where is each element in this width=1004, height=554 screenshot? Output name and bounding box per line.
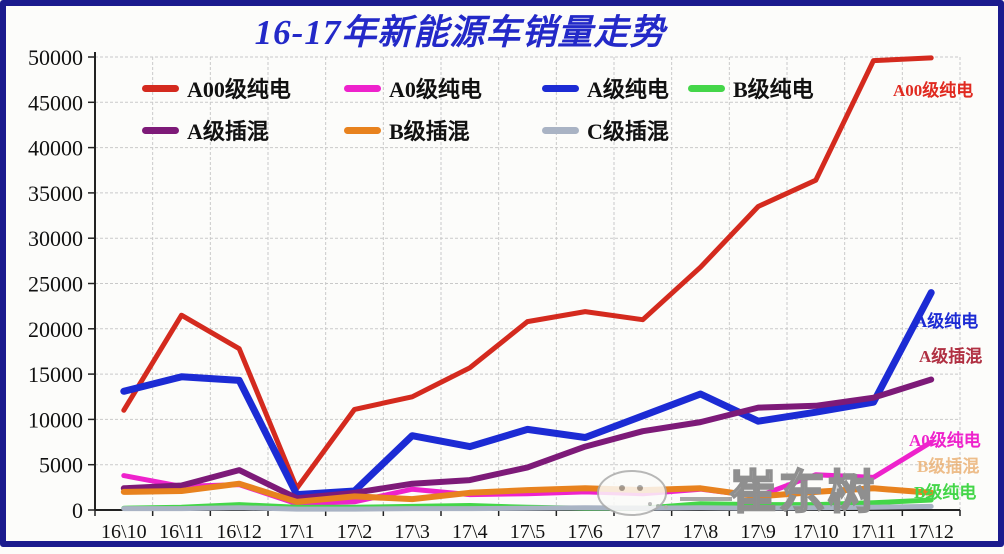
- y-tick-label: 20000: [28, 317, 83, 342]
- legend-swatch-c-phev: [542, 126, 579, 134]
- legend-swatch-a00-ev: [142, 84, 179, 92]
- legend-label-b-ev: B级纯电: [733, 77, 814, 102]
- legend-label-a0-ev: A0级纯电: [389, 77, 482, 102]
- x-tick-label: 17\1: [279, 521, 315, 543]
- legend-swatch-b-ev: [688, 84, 725, 92]
- watermark-face-icon: [597, 470, 732, 516]
- legend-label-c-phev: C级插混: [587, 119, 669, 144]
- legend-label-a00-ev: A00级纯电: [187, 77, 291, 102]
- series-line: [121, 503, 934, 512]
- y-tick-label: 0: [72, 498, 83, 523]
- y-tick-label: 10000: [28, 407, 83, 432]
- series-label-a0-ev: A0级纯电: [909, 431, 981, 450]
- legend-swatch-a-phev: [142, 126, 179, 134]
- legend-item-a-phev: A级插混: [142, 117, 269, 144]
- x-tick-label: 17\8: [683, 521, 719, 543]
- x-tick-label: 17\4: [452, 521, 488, 543]
- x-tick-label: 17\6: [567, 521, 603, 543]
- x-tick-label: 17\3: [394, 521, 430, 543]
- x-tick-label: 16\11: [159, 521, 204, 543]
- y-tick-label: 15000: [28, 362, 83, 387]
- series-label-b-phev: B级插混: [917, 457, 980, 476]
- x-tick-label: 17\12: [908, 521, 954, 543]
- y-tick-label: 25000: [28, 272, 83, 297]
- y-tick-label: 45000: [28, 90, 83, 115]
- legend-item-c-phev: C级插混: [542, 117, 669, 144]
- series-label-a-phev: A级插混: [919, 347, 983, 366]
- legend-label-a-phev: A级插混: [187, 119, 269, 144]
- y-tick-label: 35000: [28, 181, 83, 206]
- x-tick-label: 17\10: [793, 521, 839, 543]
- legend-label-b-phev: B级插混: [389, 119, 470, 144]
- legend-swatch-a0-ev: [344, 84, 381, 92]
- series-label-a-ev: A级纯电: [915, 312, 979, 331]
- legend-label-a-ev: A级纯电: [587, 77, 669, 102]
- y-tick-label: 5000: [39, 453, 83, 478]
- chart-title: 16-17年新能源车销量走势: [254, 13, 666, 52]
- series-line: [120, 480, 935, 505]
- x-tick-label: 16\10: [101, 521, 147, 543]
- legend-swatch-a-ev: [542, 84, 579, 92]
- series-label-a00-ev: A00级纯电: [893, 81, 974, 100]
- legend-item-b-ev: B级纯电: [688, 75, 814, 102]
- x-tick-label: 17\2: [337, 521, 373, 543]
- legend-item-a00-ev: A00级纯电: [142, 75, 291, 102]
- x-tick-label: 17\9: [740, 521, 776, 543]
- x-tick-label: 16\12: [216, 521, 262, 543]
- series-line: [121, 55, 934, 491]
- series-label-b-ev: B级纯电: [914, 483, 977, 502]
- x-tick-label: 17\7: [625, 521, 661, 543]
- x-tick-label: 17\11: [851, 521, 896, 543]
- y-tick-label: 30000: [28, 226, 83, 251]
- y-tick-label: 40000: [28, 136, 83, 161]
- legend-item-a-ev: A级纯电: [542, 75, 669, 102]
- series-line: [120, 289, 935, 499]
- x-tick-label: 17\5: [510, 521, 546, 543]
- y-tick-label: 50000: [28, 45, 83, 70]
- watermark-text: 崔东树: [729, 466, 877, 519]
- legend-item-b-phev: B级插混: [344, 117, 470, 144]
- legend-swatch-b-phev: [344, 126, 381, 134]
- legend-item-a0-ev: A0级纯电: [344, 75, 482, 102]
- series-line: [120, 376, 935, 502]
